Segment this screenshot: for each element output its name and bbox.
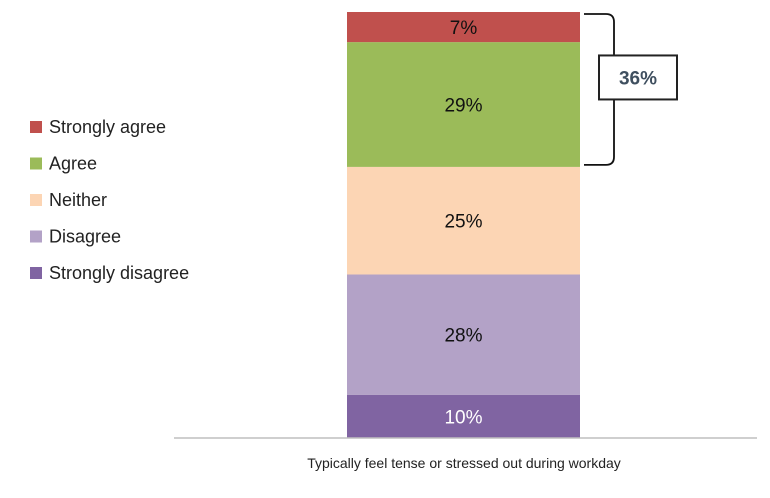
callout-value: 36% <box>619 68 657 89</box>
data-label-disagree: 28% <box>444 326 482 347</box>
legend-swatch-agree <box>30 157 42 170</box>
bar-segments <box>347 12 580 438</box>
callout-box <box>598 54 678 101</box>
bar-segment-neither <box>347 166 580 275</box>
legend-swatch-disagree <box>30 230 42 243</box>
data-label-strongly-agree: 7% <box>450 18 478 39</box>
bar-segment-agree <box>347 42 580 167</box>
legend-swatch-strongly-disagree <box>30 267 42 279</box>
legend-label-agree: Agree <box>49 154 97 174</box>
bar-segment-disagree <box>347 274 580 395</box>
legend-label-neither: Neither <box>49 190 107 210</box>
bracket-callout: 36% <box>584 13 678 166</box>
category-label: Typically feel tense or stressed out dur… <box>307 455 621 471</box>
bar-segment-strongly-disagree <box>347 394 580 438</box>
legend: Strongly agree Agree Neither Disagree Strong… <box>30 117 189 283</box>
legend-label-strongly-disagree: Strongly disagree <box>49 263 189 283</box>
segment-labels: 10% 28% 25% 29% 7% <box>444 18 482 428</box>
legend-swatch-strongly-agree <box>30 121 42 133</box>
legend-label-disagree: Disagree <box>49 227 121 247</box>
legend-swatch-neither <box>30 194 42 206</box>
legend-label-strongly-agree: Strongly agree <box>49 117 166 137</box>
data-label-agree: 29% <box>444 96 482 117</box>
bar-segment-strongly-agree <box>347 12 580 43</box>
data-label-strongly-disagree: 10% <box>444 407 482 428</box>
data-label-neither: 25% <box>444 212 482 233</box>
